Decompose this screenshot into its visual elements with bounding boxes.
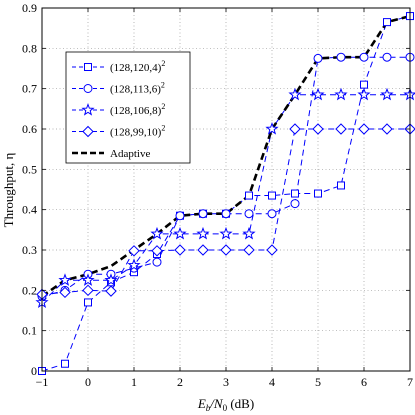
data-point-diamond [105,285,117,297]
data-point-diamond [59,286,71,299]
legend-label: Adaptive [110,148,150,160]
data-point-circle [382,52,392,62]
data-point-circle [336,52,346,62]
data-point-square [337,181,345,190]
series-line [41,14,411,298]
data-point-square [314,189,322,198]
data-point-square [383,18,391,27]
data-point-star [58,273,72,286]
y-tick-label: 0.9 [22,1,37,15]
series-layer [35,12,415,375]
legend-entry: (128,120,4)2 [72,59,165,74]
x-tick-label: 4 [269,375,275,389]
x-tick-label: −1 [36,375,49,389]
series-diamond [41,128,410,295]
data-point-star [196,226,210,240]
series-line [41,128,410,295]
data-point-star [150,226,164,240]
y-tick-label: 0.8 [22,41,37,55]
data-point-star [104,273,118,286]
data-point-diamond [82,125,94,138]
data-point-diamond [312,123,324,135]
data-point-star [288,87,302,101]
data-point-diamond [197,244,209,256]
data-point-circle [152,257,162,267]
data-point-diamond [358,123,370,135]
data-point-circle [359,52,369,62]
data-point-square [61,359,69,368]
data-point-square [245,191,253,200]
data-point-circle [313,53,323,63]
series-markers-star [35,87,415,309]
data-point-star [219,226,233,240]
data-point-diamond [151,245,163,257]
y-axis-label: Throughput, η [1,152,16,227]
y-tick-label: 0.3 [22,243,37,257]
data-point-diamond [289,123,301,135]
data-point-diamond [174,244,186,256]
data-point-circle [83,84,93,93]
data-point-square [84,63,92,71]
data-point-star [357,87,371,101]
data-point-square [268,191,276,200]
data-point-circle [198,209,208,219]
data-point-diamond [128,245,140,257]
data-point-diamond [82,284,94,297]
y-tick-label: 0.4 [22,203,37,217]
legend-entry: Adaptive [72,148,150,160]
y-tick-label: 0 [31,364,37,378]
y-tick-label: 0.7 [22,82,37,96]
data-point-star [127,258,141,271]
x-tick-label: 6 [361,375,367,389]
data-point-star [173,226,187,240]
data-point-square [360,80,368,89]
data-point-circle [221,209,231,219]
data-point-diamond [266,244,278,256]
y-tick-label: 0.5 [22,162,37,176]
legend-label: (128,120,4)2 [110,59,165,74]
y-tick-label: 0.1 [22,324,37,338]
x-axis-label: Eb/N0 (dB) [197,396,254,413]
legend: (128,120,4)2 (128,113,6)2 (128,106,8)2 (128… [65,51,191,164]
x-tick-label: 2 [177,375,183,389]
legend-entry: (128,99,10)2 [72,124,165,139]
data-point-diamond [335,123,347,135]
x-tick-label: 7 [407,375,413,389]
data-point-square [84,298,92,307]
data-point-star [81,103,95,116]
data-point-diamond [220,244,232,256]
series-adaptive [41,14,411,298]
data-point-circle [175,211,185,221]
ticks: −1 0 1 2 3 4 5 6 700.10.20.30.40.50.60.70.80.9 [22,1,413,389]
data-point-star [265,122,279,135]
x-tick-label: 0 [85,375,91,389]
legend-entry: (128,106,8)2 [72,102,165,117]
x-tick-label: 1 [131,375,137,389]
data-point-circle [267,209,277,219]
data-point-circle [244,209,254,219]
x-tick-label: 3 [223,375,229,389]
data-point-diamond [243,244,255,256]
legend-label: (128,113,6)2 [110,81,165,96]
data-point-star [311,87,325,101]
data-point-star [242,226,256,240]
data-point-star [380,87,394,101]
series-markers-diamond [36,123,415,301]
y-tick-label: 0.2 [22,283,37,297]
data-point-star [81,273,95,286]
legend-entry: (128,113,6)2 [72,81,165,96]
legend-label: (128,106,8)2 [110,102,165,117]
data-point-square [291,189,299,198]
data-point-circle [290,199,300,209]
data-point-diamond [381,123,393,135]
data-point-star [334,87,348,101]
legend-label: (128,99,10)2 [110,124,165,139]
x-tick-label: 5 [315,375,321,389]
y-tick-label: 0.6 [22,122,37,136]
